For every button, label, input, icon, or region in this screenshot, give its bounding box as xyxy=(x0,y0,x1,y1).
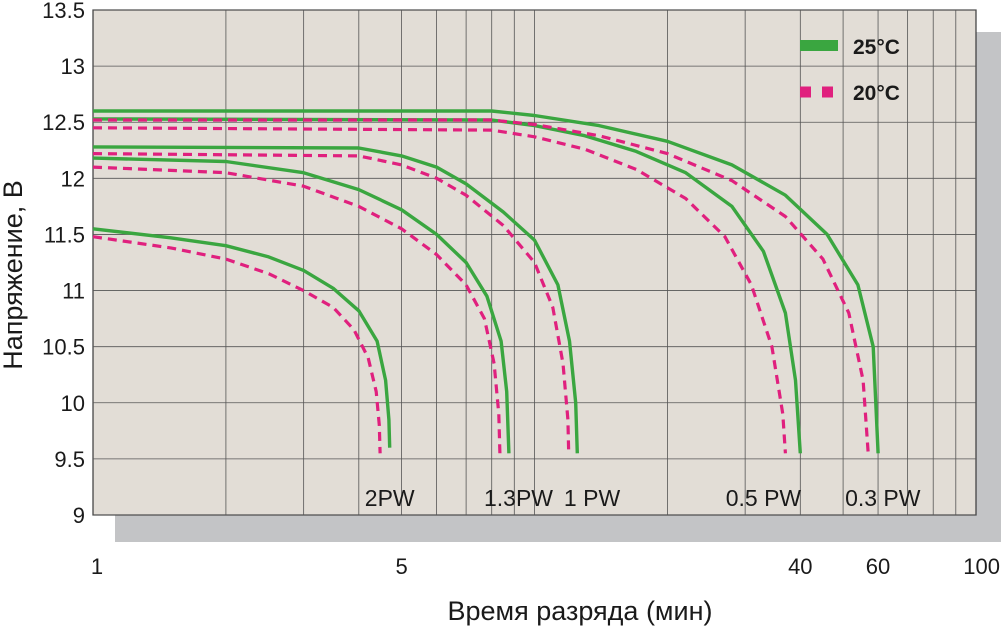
curve-label: 0.3 PW xyxy=(845,485,921,511)
x-axis-title: Время разряда (мин) xyxy=(448,596,713,626)
series-1pw-25c xyxy=(92,145,579,454)
y-tick-label: 12.5 xyxy=(42,110,85,135)
x-tick-labels: 1 5 40 60 100 xyxy=(91,554,1000,579)
legend-swatch-solid xyxy=(800,40,838,51)
series-0_5pw-20c xyxy=(92,126,787,454)
y-tick-labels: 13.5 13 12.5 12 11.5 11 10.5 10 9.5 9 xyxy=(42,0,85,528)
series-1pw-20c xyxy=(92,152,571,454)
legend-label: 25°C xyxy=(853,36,900,59)
y-tick-label: 13 xyxy=(61,54,85,79)
x-tick-label: 1 xyxy=(91,554,103,579)
x-tick-label: 60 xyxy=(866,554,890,579)
y-tick-label: 11.5 xyxy=(44,222,85,247)
legend-label: 20°C xyxy=(853,82,900,105)
curve-label: 0.5 PW xyxy=(726,485,802,511)
series-1_3pw-25c xyxy=(92,156,511,454)
series-2pw-20c xyxy=(92,235,382,454)
y-tick-label: 11 xyxy=(62,279,85,304)
y-axis-title: Напряжение, В xyxy=(0,180,28,370)
y-tick-label: 10.5 xyxy=(42,335,85,360)
y-tick-label: 13.5 xyxy=(42,0,85,23)
x-tick-label: 100 xyxy=(963,554,1000,579)
x-tick-label: 40 xyxy=(788,554,812,579)
x-tick-label: 5 xyxy=(395,554,407,579)
curve-label: 1 PW xyxy=(564,485,621,511)
curve-label: 1.3PW xyxy=(484,485,553,511)
series-group xyxy=(92,109,880,454)
y-tick-label: 9 xyxy=(73,503,85,528)
y-tick-label: 12 xyxy=(61,166,85,191)
y-tick-label: 10 xyxy=(61,391,85,416)
curve-label: 2PW xyxy=(365,485,415,511)
series-2pw-25c xyxy=(92,227,392,448)
series-1_3pw-20c xyxy=(92,165,502,454)
y-tick-label: 9.5 xyxy=(54,447,85,472)
series-0_3pw-20c xyxy=(93,118,870,454)
curve-labels: 2PW 1.3PW 1 PW 0.5 PW 0.3 PW xyxy=(365,485,921,511)
series-0_3pw-25c xyxy=(93,109,880,454)
legend: 25°C 20°C xyxy=(800,36,900,105)
